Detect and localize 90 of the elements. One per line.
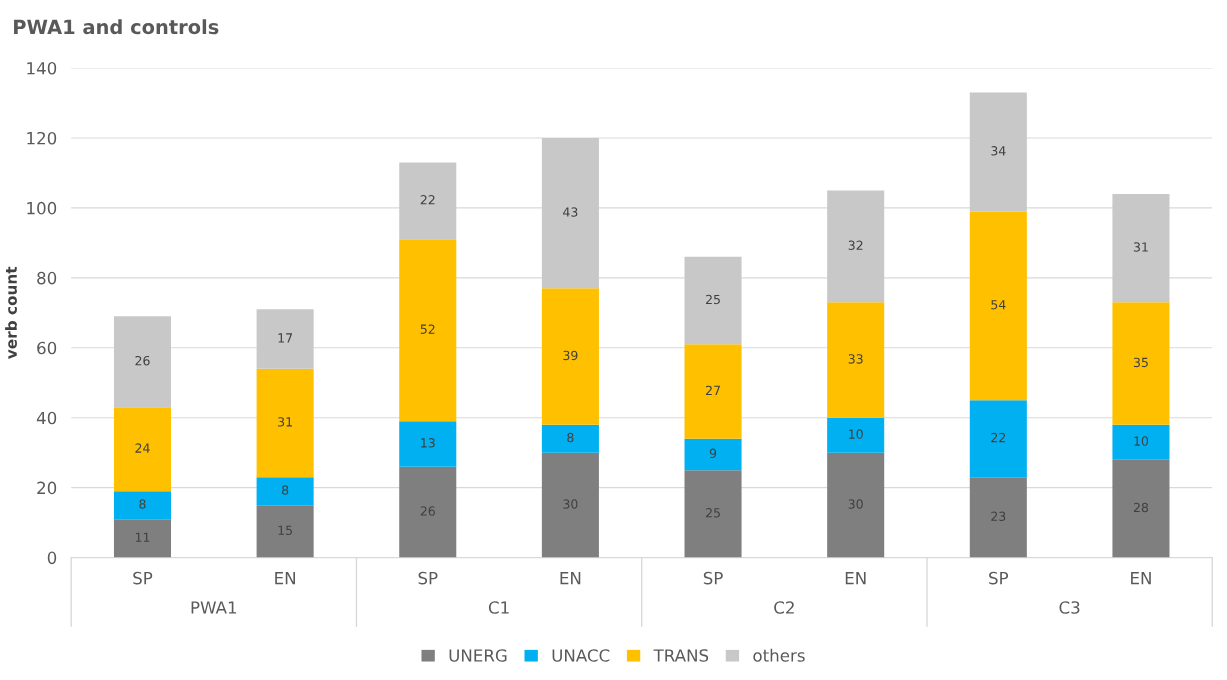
data-label: 43	[563, 207, 578, 217]
data-label: 13	[421, 438, 435, 448]
legend-label: TRANS	[653, 649, 709, 662]
data-label: 31	[1133, 242, 1148, 252]
data-label: 32	[848, 240, 863, 250]
bar	[113, 491, 172, 520]
y-tick-label: 40	[36, 411, 57, 425]
text: C3	[1059, 601, 1080, 614]
y-tick-label: 20	[37, 481, 57, 495]
data-label: 28	[1133, 502, 1149, 513]
data-label: 11	[135, 532, 150, 542]
x-tick-label: EN	[560, 572, 581, 585]
data-label: 33	[848, 354, 863, 364]
data-label: 34	[991, 146, 1006, 156]
data-label: 30	[848, 499, 863, 509]
data-label: 25	[706, 508, 720, 518]
bar	[827, 190, 885, 303]
bar	[399, 162, 457, 240]
data-label: 25	[706, 294, 720, 305]
x-tick-label: EN	[845, 572, 866, 585]
x-tick-label: EN	[1131, 572, 1151, 585]
chart-title: PWA1 and controls	[14, 19, 219, 35]
bar	[256, 505, 314, 558]
legend-label: UNACC	[552, 649, 610, 662]
y-tick-label: 80	[37, 271, 57, 285]
bar	[827, 452, 885, 558]
data-label: 8	[282, 485, 289, 495]
bar	[969, 92, 1027, 212]
bar	[541, 452, 599, 558]
data-label: 10	[849, 429, 863, 439]
bar	[684, 470, 742, 558]
bar	[256, 368, 314, 478]
data-label: 24	[135, 443, 150, 453]
legend-label: UNERG	[449, 649, 507, 662]
bar	[541, 424, 599, 453]
bar	[684, 344, 742, 439]
data-label: 8	[567, 432, 574, 443]
bar	[1112, 424, 1170, 460]
y-tick-label: 120	[27, 131, 57, 145]
x-tick-label: SP	[418, 571, 438, 585]
data-label: 9	[709, 448, 717, 459]
bar	[1112, 193, 1170, 303]
data-label: 10	[1134, 436, 1149, 446]
data-label: 8	[139, 499, 146, 509]
bar	[827, 417, 885, 453]
data-label: 15	[278, 525, 292, 535]
bar	[969, 477, 1027, 558]
bar	[256, 477, 314, 506]
bar	[113, 316, 172, 408]
bar	[1112, 459, 1170, 558]
y-tick-label: 0	[47, 551, 57, 565]
y-axis-title: verb count	[5, 266, 17, 359]
text: PWA1	[191, 601, 237, 614]
data-label: 54	[991, 300, 1006, 310]
bar	[113, 407, 172, 492]
bar	[1112, 302, 1170, 425]
data-label: 22	[420, 195, 435, 205]
bar	[969, 400, 1027, 478]
data-label: 26	[135, 355, 150, 366]
y-tick-label: 60	[37, 341, 57, 355]
bar	[113, 519, 172, 558]
bar	[684, 438, 742, 471]
bar	[684, 256, 742, 345]
bar	[541, 288, 599, 425]
x-tick-label: SP	[133, 571, 153, 585]
bar	[399, 239, 457, 422]
legend-label: others	[753, 648, 805, 662]
y-tick-label: 100	[27, 201, 57, 215]
x-tick-label: EN	[275, 572, 295, 585]
data-label: 52	[420, 324, 435, 334]
x-tick-label: SP	[989, 571, 1009, 585]
bar	[399, 466, 457, 558]
bar	[399, 421, 457, 467]
data-label: 31	[278, 417, 292, 427]
data-label: 26	[420, 506, 435, 516]
data-label: 22	[991, 432, 1006, 443]
data-label: 30	[563, 499, 578, 509]
bar	[969, 211, 1027, 401]
bar	[256, 309, 314, 369]
text: C2	[774, 601, 794, 614]
bar	[541, 137, 599, 289]
data-label: 27	[706, 385, 720, 395]
x-tick-label: SP	[703, 571, 723, 585]
y-tick-label: 140	[27, 61, 57, 75]
data-label: 35	[1133, 357, 1148, 368]
data-label: 17	[278, 333, 293, 343]
data-label: 23	[991, 511, 1006, 522]
bar	[827, 302, 885, 418]
data-label: 39	[563, 350, 578, 361]
text: C1	[488, 601, 509, 614]
